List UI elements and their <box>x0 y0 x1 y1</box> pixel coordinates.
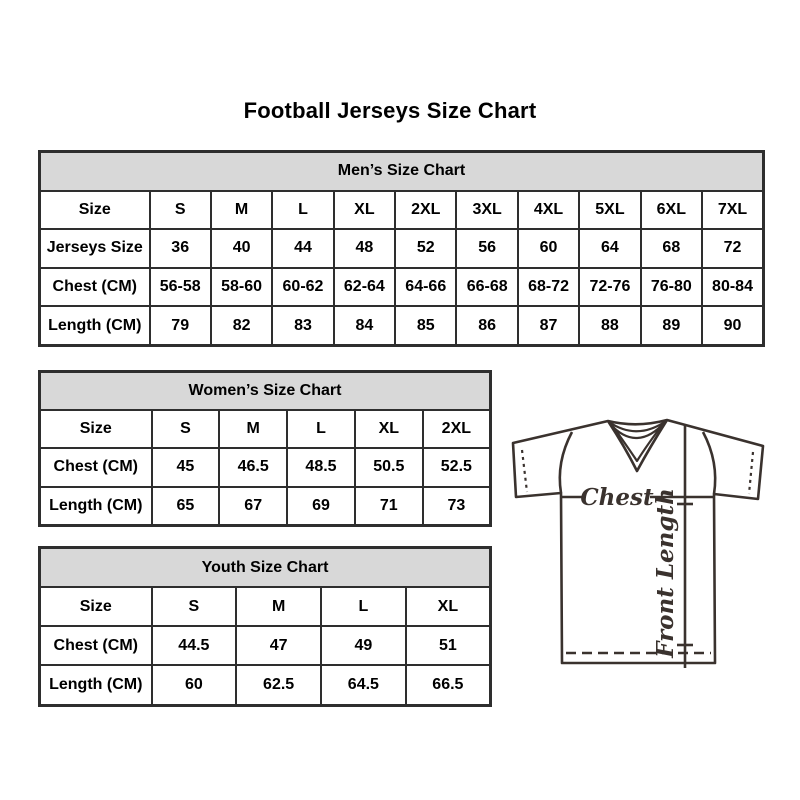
women-value-cell: M <box>218 409 289 450</box>
womens-size-chart-table: Women’s Size Chart Size S M L XL 2XL Chest (CM)… <box>38 370 492 527</box>
women-value-cell: 67 <box>218 485 289 527</box>
men-row-label: Length (CM) <box>38 305 151 347</box>
women-size-table: Women’s Size Chart Size S M L XL 2XL Chest (CM)… <box>38 370 492 527</box>
youth-value-cell: 44.5 <box>150 625 238 667</box>
men-value-cell: 64 <box>578 228 642 269</box>
youth-value-cell: 47 <box>235 625 322 667</box>
men-value-cell: 68 <box>639 228 704 269</box>
youth-size-table: Youth Size Chart Size S M L XL Chest (CM) 44.5 4… <box>38 546 492 707</box>
youth-row-label: Length (CM) <box>38 664 153 707</box>
front-length-label: Front Length <box>652 488 679 659</box>
men-value-cell: 62-64 <box>332 266 397 308</box>
men-row-label: Size <box>38 189 151 231</box>
men-value-cell: 83 <box>271 305 335 347</box>
youth-value-cell: M <box>235 586 322 628</box>
men-value-cell: 36 <box>148 228 212 269</box>
men-size-table: Men’s Size Chart Size S M L XL 2XL 3XL 4XL 5XL 6XL… <box>38 150 765 347</box>
page-title: Football Jerseys Size Chart <box>243 98 537 123</box>
men-value-cell: 58-60 <box>209 266 274 308</box>
women-value-cell: 52.5 <box>421 447 492 488</box>
jersey-vneck-inner <box>611 423 664 463</box>
men-value-cell: XL <box>332 189 397 231</box>
youth-value-cell: 60 <box>150 664 238 707</box>
women-value-cell: 73 <box>421 485 492 527</box>
youth-value-cell: XL <box>404 586 492 628</box>
men-value-cell: 4XL <box>516 189 581 231</box>
youth-row-label: Chest (CM) <box>38 625 153 667</box>
men-value-cell: 68-72 <box>516 266 581 308</box>
youth-value-cell: S <box>150 586 238 628</box>
men-value-cell: 52 <box>394 228 458 269</box>
right-cuff-stitch-dash <box>747 451 755 495</box>
women-value-cell: 65 <box>150 485 221 527</box>
left-cuff-stitch-dash <box>520 449 529 493</box>
women-value-cell: 46.5 <box>218 447 289 488</box>
men-value-cell: 56-58 <box>148 266 212 308</box>
men-value-cell: M <box>209 189 274 231</box>
men-table-title: Men’s Size Chart <box>38 150 765 192</box>
men-value-cell: 79 <box>148 305 212 347</box>
men-value-cell: 64-66 <box>394 266 458 308</box>
women-value-cell: 2XL <box>421 409 492 450</box>
men-value-cell: 76-80 <box>639 266 704 308</box>
men-value-cell: S <box>148 189 212 231</box>
mens-size-chart-table: Men’s Size Chart Size S M L XL 2XL 3XL 4XL 5XL 6XL… <box>38 150 765 347</box>
youth-value-cell: 64.5 <box>320 664 407 707</box>
men-value-cell: 56 <box>455 228 519 269</box>
chest-label: Chest <box>580 484 654 511</box>
youth-value-cell: 51 <box>404 625 492 667</box>
men-value-cell: 7XL <box>701 189 765 231</box>
men-value-cell: 60-62 <box>271 266 335 308</box>
women-value-cell: S <box>150 409 221 450</box>
women-row-label: Length (CM) <box>38 485 153 527</box>
men-row-label: Jerseys Size <box>38 228 151 269</box>
men-value-cell: 66-68 <box>455 266 519 308</box>
youth-value-cell: 62.5 <box>235 664 322 707</box>
men-value-cell: 86 <box>455 305 519 347</box>
women-value-cell: L <box>286 409 356 450</box>
youth-value-cell: L <box>320 586 407 628</box>
jersey-outline-shape <box>511 418 765 665</box>
jersey-collar-arc-1 <box>608 420 667 433</box>
women-row-label: Chest (CM) <box>38 447 153 488</box>
men-value-cell: 85 <box>394 305 458 347</box>
women-value-cell: 71 <box>353 485 424 527</box>
men-value-cell: 3XL <box>455 189 519 231</box>
women-table-title: Women’s Size Chart <box>38 370 492 412</box>
youth-value-cell: 49 <box>320 625 407 667</box>
youth-table-title: Youth Size Chart <box>38 546 492 589</box>
women-value-cell: 69 <box>286 485 356 527</box>
men-value-cell: 84 <box>332 305 397 347</box>
men-value-cell: 5XL <box>578 189 642 231</box>
youth-value-cell: 66.5 <box>404 664 492 707</box>
men-value-cell: 2XL <box>394 189 458 231</box>
youth-size-chart-table: Youth Size Chart Size S M L XL Chest (CM) 44.5 4… <box>38 546 492 707</box>
men-value-cell: 90 <box>701 305 765 347</box>
men-value-cell: 72-76 <box>578 266 642 308</box>
men-value-cell: 87 <box>516 305 581 347</box>
men-value-cell: 44 <box>271 228 335 269</box>
women-value-cell: 50.5 <box>353 447 424 488</box>
men-value-cell: 48 <box>332 228 397 269</box>
men-value-cell: 60 <box>516 228 581 269</box>
men-row-label: Chest (CM) <box>38 266 151 308</box>
women-row-label: Size <box>38 409 153 450</box>
jersey-left-armhole-seam <box>558 431 574 494</box>
women-value-cell: XL <box>353 409 424 450</box>
men-value-cell: 89 <box>639 305 704 347</box>
men-value-cell: 80-84 <box>701 266 765 308</box>
men-value-cell: 72 <box>701 228 765 269</box>
jersey-vneck-outer <box>606 419 669 473</box>
youth-row-label: Size <box>38 586 153 628</box>
jersey-right-armhole-seam <box>701 431 717 495</box>
men-value-cell: 6XL <box>639 189 704 231</box>
men-value-cell: L <box>271 189 335 231</box>
women-value-cell: 48.5 <box>286 447 356 488</box>
jersey-measurement-diagram: Chest Front Length <box>511 418 765 668</box>
women-value-cell: 45 <box>150 447 221 488</box>
men-value-cell: 40 <box>209 228 274 269</box>
men-value-cell: 88 <box>578 305 642 347</box>
men-value-cell: 82 <box>209 305 274 347</box>
